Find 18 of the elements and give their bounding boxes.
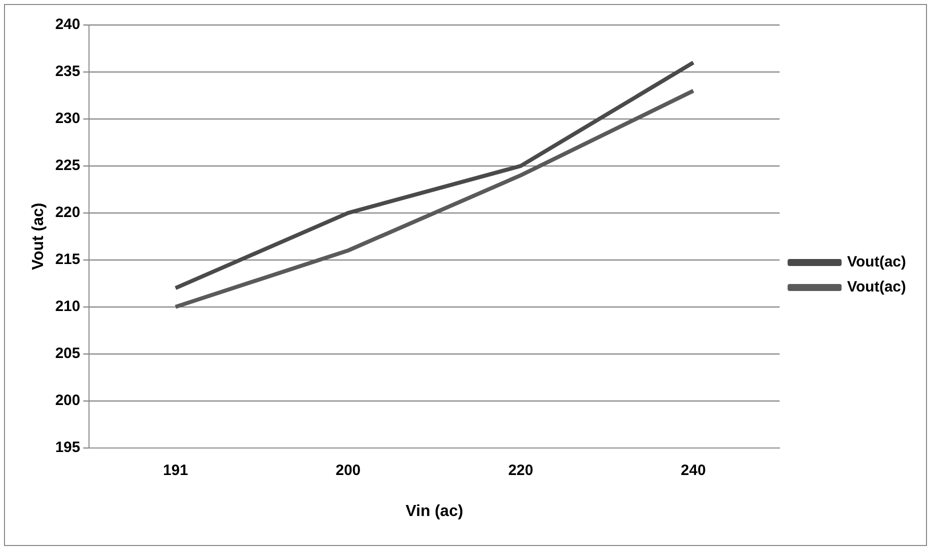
- y-tick-label: 230: [55, 110, 80, 128]
- y-tick-label: 205: [55, 344, 80, 362]
- legend-label: Vout(ac): [847, 278, 906, 296]
- y-tick-label: 195: [55, 438, 80, 456]
- y-tick-label: 215: [55, 251, 80, 268]
- y-tick-label: 225: [55, 157, 80, 174]
- y-tick-label: 210: [55, 298, 80, 316]
- x-tick-label: 200: [336, 462, 361, 479]
- x-tick-label: 240: [680, 462, 706, 479]
- x-tick-label: 191: [163, 462, 188, 479]
- y-tick-label: 220: [55, 204, 80, 222]
- x-tick-label: 220: [508, 462, 534, 479]
- y-tick-label: 240: [55, 16, 80, 34]
- y-axis-title: Vout (ac): [30, 202, 48, 270]
- y-tick-label: 200: [55, 392, 80, 409]
- y-tick-label: 235: [55, 63, 80, 80]
- legend-label: Vout(ac): [847, 254, 906, 271]
- x-axis-title: Vin (ac): [406, 502, 464, 520]
